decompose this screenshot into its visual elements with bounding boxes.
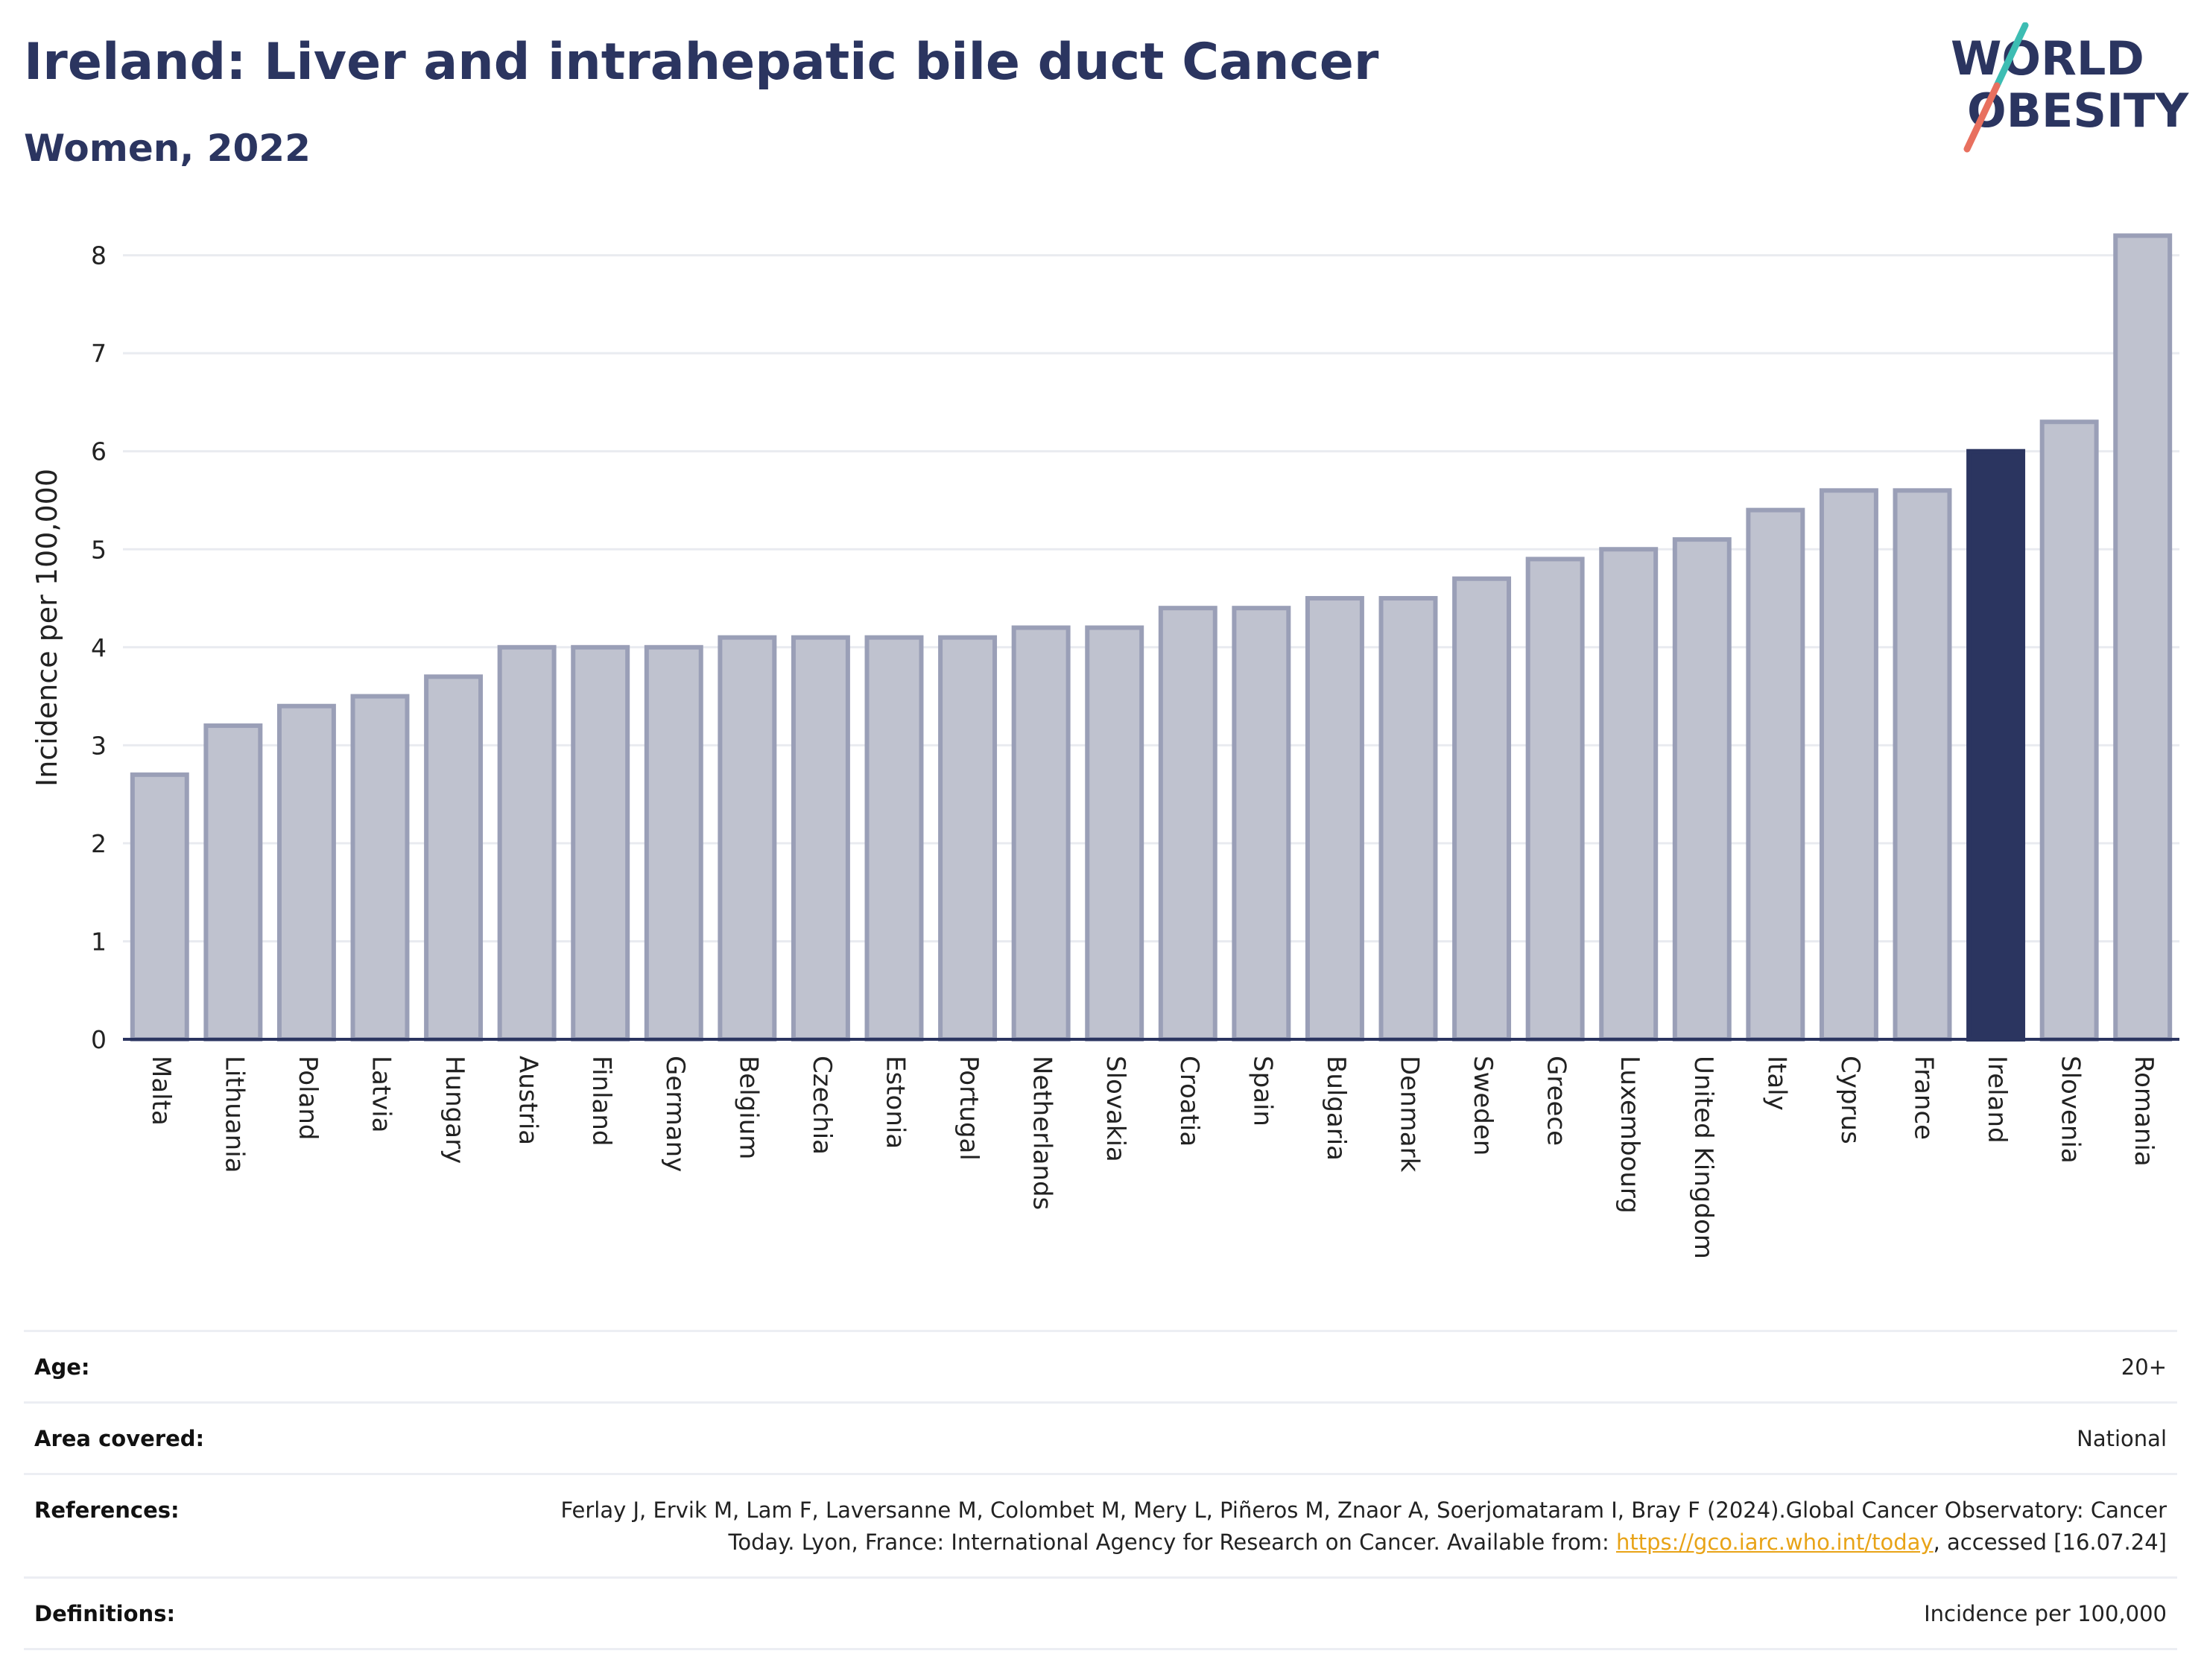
bar-croatia bbox=[1158, 606, 1217, 1042]
x-tick-label: Germany bbox=[660, 1056, 690, 1172]
references-link[interactable]: https://gco.iarc.who.int/today bbox=[1615, 1530, 1934, 1555]
x-tick-label: Croatia bbox=[1174, 1056, 1204, 1147]
x-tick-label: Poland bbox=[293, 1056, 323, 1141]
svg-text:WORLD: WORLD bbox=[1951, 31, 2144, 86]
x-tick-label: Lithuania bbox=[219, 1056, 249, 1173]
bar-romania bbox=[2113, 233, 2173, 1042]
references-value: Ferlay J, Ervik M, Lam F, Laversanne M, … bbox=[528, 1494, 2167, 1559]
world-obesity-logo: WORLD OBESITY bbox=[1951, 22, 2189, 153]
chart-title: Ireland: Liver and intrahepatic bile duc… bbox=[24, 33, 1379, 92]
x-tick-label: Bulgaria bbox=[1321, 1056, 1351, 1161]
y-tick-label: 3 bbox=[91, 731, 107, 760]
bar-hungary bbox=[424, 674, 484, 1042]
info-row-definitions: Definitions: Incidence per 100,000 bbox=[24, 1576, 2177, 1650]
x-tick-label: Luxembourg bbox=[1615, 1056, 1644, 1214]
y-tick-label: 0 bbox=[91, 1025, 107, 1054]
bar-denmark bbox=[1378, 596, 1438, 1042]
x-tick-label: Ireland bbox=[1982, 1056, 2012, 1144]
bar-ireland bbox=[1966, 448, 2026, 1042]
x-tick-label: Portugal bbox=[954, 1056, 984, 1161]
x-axis-ticks: Malta Lithuania Poland Latvia Hungary Austria… bbox=[146, 1056, 2159, 1259]
bar-slovenia bbox=[2039, 419, 2099, 1042]
x-tick-label: Romania bbox=[2129, 1056, 2159, 1167]
y-tick-label: 7 bbox=[91, 339, 107, 368]
definitions-value: Incidence per 100,000 bbox=[1924, 1601, 2167, 1626]
x-tick-label: Estonia bbox=[881, 1056, 911, 1149]
y-tick-label: 1 bbox=[91, 927, 107, 956]
references-text: Ferlay J, Ervik M, Lam F, Laversanne M, … bbox=[560, 1497, 2167, 1555]
area-label: Area covered: bbox=[34, 1426, 205, 1451]
bars bbox=[130, 233, 2173, 1042]
bar-sweden bbox=[1452, 576, 1512, 1042]
bar-portugal bbox=[938, 635, 998, 1042]
y-tick-label: 5 bbox=[91, 535, 107, 564]
info-row-age: Age: 20+ bbox=[24, 1330, 2177, 1401]
info-row-area: Area covered: National bbox=[24, 1401, 2177, 1473]
age-value: 20+ bbox=[2121, 1354, 2167, 1380]
y-tick-label: 6 bbox=[91, 437, 107, 466]
y-tick-label: 2 bbox=[91, 829, 107, 858]
x-tick-label: Denmark bbox=[1395, 1056, 1425, 1173]
chart-subtitle: Women, 2022 bbox=[24, 127, 311, 170]
bar-lithuania bbox=[203, 723, 263, 1042]
bar-united-kingdom bbox=[1672, 537, 1732, 1042]
y-tick-label: 4 bbox=[91, 633, 107, 662]
x-tick-label: Italy bbox=[1761, 1056, 1791, 1111]
x-tick-label: Latvia bbox=[367, 1056, 396, 1133]
x-tick-label: Finland bbox=[586, 1056, 616, 1147]
x-tick-label: Slovenia bbox=[2056, 1056, 2086, 1164]
bar-bulgaria bbox=[1305, 596, 1364, 1042]
bar-chart: 0 1 2 3 4 5 6 7 8 Malta Lithuania Poland Latvia Hung… bbox=[31, 233, 2179, 1259]
x-tick-label: Cyprus bbox=[1835, 1056, 1865, 1144]
x-tick-label: Sweden bbox=[1468, 1056, 1498, 1156]
bar-germany bbox=[644, 644, 703, 1042]
x-tick-label: Spain bbox=[1247, 1056, 1277, 1126]
x-tick-label: Czechia bbox=[807, 1056, 837, 1155]
y-axis-ticks: 0 1 2 3 4 5 6 7 8 bbox=[91, 241, 107, 1054]
x-tick-label: Slovakia bbox=[1101, 1056, 1130, 1162]
bar-poland bbox=[276, 703, 336, 1042]
info-row-references: References: Ferlay J, Ervik M, Lam F, La… bbox=[24, 1473, 2177, 1576]
bar-austria bbox=[497, 644, 557, 1042]
y-axis-label: Incidence per 100,000 bbox=[31, 469, 63, 787]
bar-cyprus bbox=[1819, 488, 1878, 1042]
x-tick-label: Hungary bbox=[440, 1056, 469, 1164]
bar-estonia bbox=[864, 635, 924, 1042]
area-value: National bbox=[2077, 1426, 2167, 1451]
x-tick-label: Malta bbox=[146, 1056, 176, 1126]
bar-slovakia bbox=[1085, 625, 1144, 1042]
bar-spain bbox=[1232, 606, 1291, 1042]
bar-luxembourg bbox=[1599, 547, 1659, 1042]
info-table: Age: 20+ Area covered: National Referenc… bbox=[24, 1330, 2177, 1650]
references-accessed: , accessed [16.07.24] bbox=[1933, 1530, 2167, 1555]
bar-netherlands bbox=[1011, 625, 1071, 1042]
x-tick-label: Austria bbox=[513, 1056, 543, 1145]
bar-finland bbox=[571, 644, 630, 1042]
bar-czechia bbox=[791, 635, 850, 1042]
bar-malta bbox=[130, 772, 189, 1042]
x-tick-label: United Kingdom bbox=[1688, 1056, 1718, 1259]
x-tick-label: Netherlands bbox=[1027, 1056, 1057, 1210]
x-tick-label: Belgium bbox=[733, 1056, 763, 1159]
age-label: Age: bbox=[34, 1354, 90, 1380]
svg-text:OBESITY: OBESITY bbox=[1967, 83, 2189, 138]
x-tick-label: France bbox=[1909, 1056, 1939, 1140]
definitions-label: Definitions: bbox=[34, 1601, 176, 1626]
x-tick-label: Greece bbox=[1542, 1056, 1571, 1146]
bar-belgium bbox=[718, 635, 777, 1042]
y-tick-label: 8 bbox=[91, 241, 107, 270]
bar-greece bbox=[1525, 557, 1585, 1042]
bar-france bbox=[1893, 488, 1952, 1042]
bar-latvia bbox=[350, 694, 410, 1042]
bar-italy bbox=[1746, 507, 1805, 1042]
references-label: References: bbox=[34, 1497, 180, 1523]
